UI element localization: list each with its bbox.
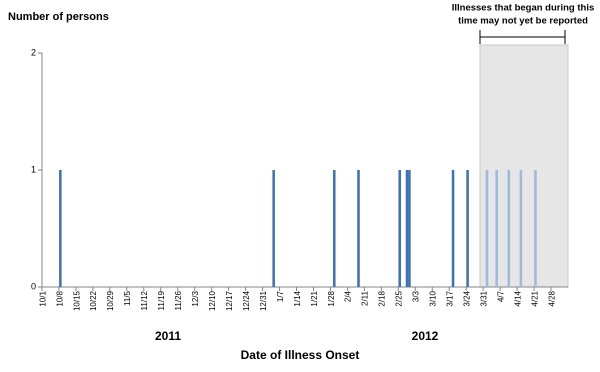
bar	[408, 170, 411, 287]
annotation: time may not yet be reported	[458, 16, 588, 27]
x-tick-label: 3/17	[446, 290, 455, 306]
x-tick-label: 12/24	[242, 290, 251, 311]
x-tick-label: 3/3	[412, 290, 421, 302]
x-tick-label: 1/28	[327, 290, 336, 306]
x-tick-label: 4/21	[530, 290, 539, 306]
x-tick-label: 4/7	[496, 290, 505, 302]
x-tick-label: 12/17	[225, 290, 234, 311]
y-tick-label: 2	[31, 47, 36, 57]
bar	[398, 170, 401, 287]
x-tick-label: 11/12	[140, 290, 149, 310]
x-axis-title: Date of Illness Onset	[241, 348, 360, 362]
x-tick-label: 1/7	[276, 290, 285, 302]
x-tick-label: 11/19	[157, 290, 166, 310]
x-tick-label: 3/10	[429, 290, 438, 306]
x-tick-label: 4/14	[513, 290, 522, 306]
x-tick-label: 11/26	[174, 290, 183, 310]
x-tick-label: 10/22	[89, 290, 98, 311]
y-tick-label: 0	[31, 281, 36, 291]
bar	[495, 170, 498, 287]
x-tick-label: 2/4	[344, 290, 353, 302]
x-tick-label: 4/28	[547, 290, 556, 306]
x-tick-label: 11/5	[123, 290, 132, 306]
x-tick-label: 10/29	[106, 290, 115, 311]
y-tick-label: 1	[31, 164, 36, 174]
x-tick-label: 2/18	[378, 290, 387, 306]
annotation: Illnesses that began during this	[452, 3, 595, 14]
x-tick-label: 12/3	[191, 290, 200, 306]
reporting-delay-shade	[479, 44, 569, 288]
year-label: 2012	[412, 329, 439, 343]
bar	[357, 170, 360, 287]
x-tick-label: 12/10	[208, 290, 217, 311]
bar	[519, 170, 523, 287]
bar	[485, 170, 489, 287]
bar	[466, 170, 469, 287]
y-axis-title: Number of persons	[8, 11, 109, 23]
bar	[272, 170, 275, 287]
x-tick-label: 12/31	[259, 290, 268, 311]
x-tick-label: 3/24	[463, 290, 472, 306]
x-tick-label: 10/1	[38, 290, 47, 306]
bar	[59, 170, 62, 287]
bar	[534, 170, 537, 287]
x-tick-label: 10/8	[55, 290, 64, 306]
bar	[451, 170, 455, 287]
x-tick-label: 2/25	[395, 290, 404, 306]
bar	[332, 170, 336, 287]
bar	[507, 170, 511, 287]
x-tick-label: 10/15	[72, 290, 81, 311]
x-tick-label: 2/11	[361, 290, 370, 306]
year-label: 2011	[155, 329, 181, 343]
x-tick-label: 3/31	[479, 290, 488, 306]
x-tick-label: 1/14	[293, 290, 302, 306]
bar	[405, 170, 409, 287]
x-tick-label: 1/21	[310, 290, 319, 306]
